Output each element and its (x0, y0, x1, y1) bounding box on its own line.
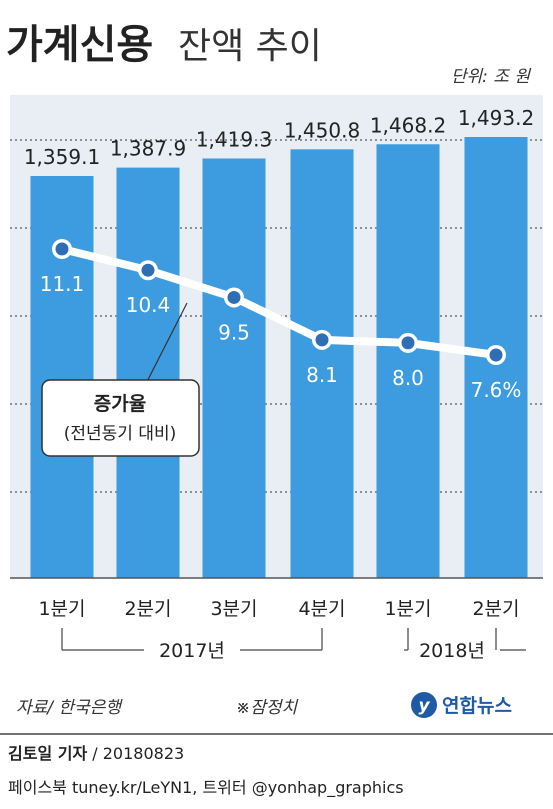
title-bold: 가계신용 (6, 22, 153, 68)
unit-label: 단위: 조 원 (451, 67, 531, 87)
title-light: 잔액 추이 (178, 26, 322, 67)
bar-value-label-3: 1,419.3 (196, 127, 272, 151)
publish-date: / 20180823 (87, 744, 185, 763)
x-tick-label-2: 2분기 (124, 598, 171, 620)
chart-panel (10, 95, 543, 578)
social-links: 페이스북 tuney.kr/LeYN1, 트위터 @yonhap_graphic… (8, 778, 404, 797)
bar-5 (376, 144, 440, 578)
growth-rate-label-1: 11.1 (40, 272, 85, 296)
growth-rate-labels: 11.1 10.4 9.5 8.1 8.0 7.6% (40, 272, 522, 402)
source-label: 자료/ 한국은행 (16, 698, 123, 718)
yonhap-logo-text: 연합뉴스 (442, 695, 512, 717)
growth-marker-5 (401, 336, 415, 350)
x-tick-label-4: 4분기 (298, 598, 345, 620)
bar-4 (290, 149, 354, 578)
bar-value-label-6: 1,493.2 (458, 106, 534, 130)
bar-value-label-4: 1,450.8 (284, 118, 360, 142)
growth-rate-label-3: 9.5 (218, 320, 250, 344)
growth-marker-6 (489, 348, 503, 362)
bar-value-label-1: 1,359.1 (24, 145, 100, 169)
x-tick-label-1: 1분기 (38, 598, 85, 620)
yonhap-logo-glyph: y (418, 696, 430, 716)
growth-rate-label-5: 8.0 (392, 366, 424, 390)
legend-box-frame (41, 379, 200, 457)
growth-rate-label-6: 7.6% (471, 378, 522, 402)
year-brackets: 2017년 2018년 (61, 628, 526, 662)
bar-1 (30, 176, 94, 578)
year-label-1: 2017년 (159, 640, 225, 662)
growth-rate-label-2: 10.4 (126, 293, 171, 317)
growth-marker-1 (55, 242, 69, 256)
x-tick-label-5: 1분기 (384, 598, 431, 620)
growth-rate-line (52, 239, 506, 365)
growth-rate-label-4: 8.1 (306, 363, 338, 387)
preliminary-note: ※잠정치 (236, 698, 299, 718)
bars (30, 137, 528, 579)
bar-value-label-5: 1,468.2 (370, 113, 446, 137)
yonhap-logo: y 연합뉴스 (411, 692, 512, 718)
growth-marker-4 (315, 333, 329, 347)
x-tick-label-3: 3분기 (210, 598, 257, 620)
growth-marker-2 (141, 263, 155, 277)
x-tick-label-6: 2분기 (472, 598, 519, 620)
reporter-name: 김토일 기자 (8, 744, 88, 763)
year-label-2: 2018년 (419, 640, 485, 662)
bar-value-label-2: 1,387.9 (110, 137, 186, 161)
growth-rate-polyline (58, 245, 500, 359)
yonhap-logo-icon (411, 692, 437, 718)
legend-subtitle: (전년동기 대비) (64, 424, 177, 444)
byline: 김토일 기자 / 20180823 (8, 740, 184, 764)
x-axis-tick-labels: 1분기 2분기 3분기 4분기 1분기 2분기 (38, 598, 519, 620)
legend-title: 증가율 (94, 393, 146, 415)
bar-3 (202, 158, 266, 578)
bar-2 (116, 167, 180, 579)
bar-value-labels: 1,359.1 1,387.9 1,419.3 1,450.8 1,468.2 1,493… (24, 106, 534, 169)
legend-box: 증가율 (전년동기 대비) (41, 379, 200, 457)
growth-marker-3 (227, 290, 241, 304)
